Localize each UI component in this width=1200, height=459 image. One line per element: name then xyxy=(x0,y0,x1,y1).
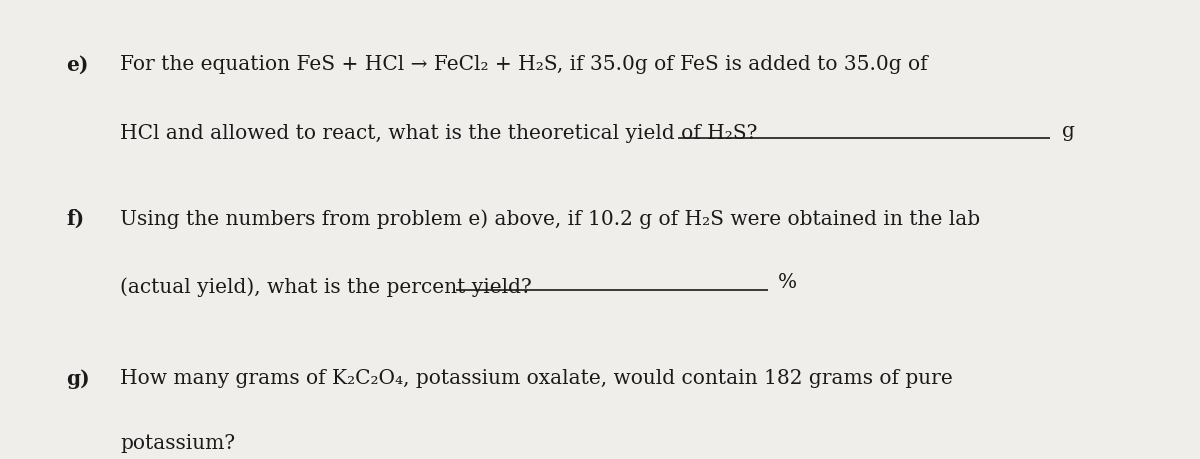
Text: Using the numbers from problem e) above, if 10.2 g of H₂S were obtained in the l: Using the numbers from problem e) above,… xyxy=(120,209,980,229)
Text: HCl and allowed to react, what is the theoretical yield of H₂S?: HCl and allowed to react, what is the th… xyxy=(120,124,757,143)
Text: e): e) xyxy=(66,55,89,75)
Text: For the equation FeS + HCl → FeCl₂ + H₂S, if 35.0g of FeS is added to 35.0g of: For the equation FeS + HCl → FeCl₂ + H₂S… xyxy=(120,55,928,74)
Text: f): f) xyxy=(66,209,84,229)
Text: (actual yield), what is the percent yield?: (actual yield), what is the percent yiel… xyxy=(120,278,532,297)
Text: g: g xyxy=(1062,122,1075,140)
Text: g): g) xyxy=(66,369,90,390)
Text: %: % xyxy=(778,273,797,292)
Text: How many grams of K₂C₂O₄, potassium oxalate, would contain 182 grams of pure: How many grams of K₂C₂O₄, potassium oxal… xyxy=(120,369,953,388)
Text: potassium?: potassium? xyxy=(120,434,235,453)
